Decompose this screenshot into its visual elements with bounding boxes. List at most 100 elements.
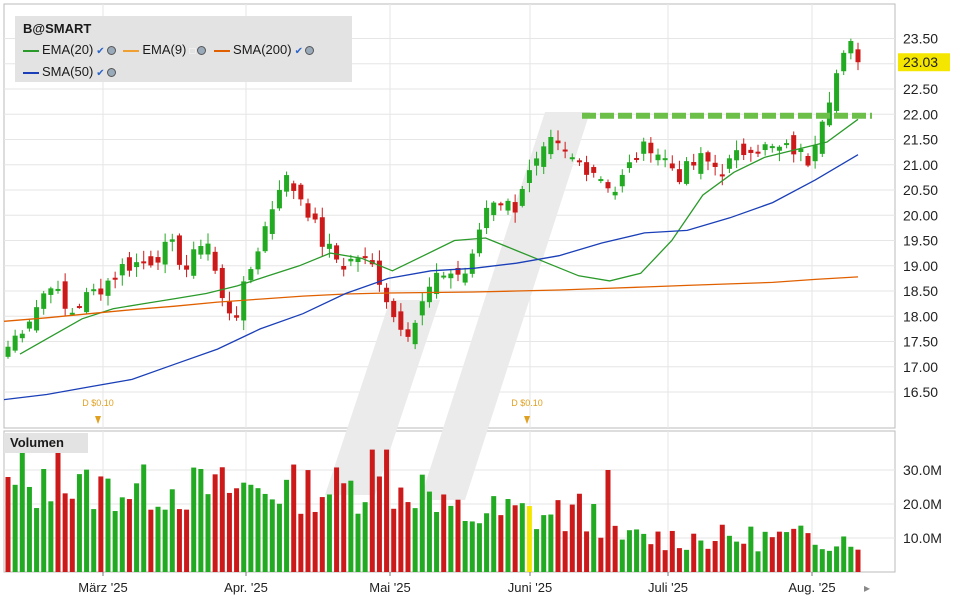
candle-body (419, 301, 425, 316)
volume-bar (234, 488, 240, 572)
scroll-handle-icon[interactable]: ▸ (864, 581, 870, 595)
candle-body (598, 179, 604, 182)
eye-icon[interactable] (304, 46, 314, 56)
volume-bar (526, 506, 532, 572)
candle-body (119, 264, 125, 276)
volume-bar (19, 449, 25, 572)
volume-bar (212, 474, 218, 572)
candle-body (805, 155, 811, 166)
candle-body (698, 153, 704, 174)
dividend-label: D $0.10 (82, 398, 114, 408)
volume-bar (355, 513, 361, 572)
y-tick-label: 17.00 (903, 359, 938, 375)
volume-bar (569, 504, 575, 572)
candle-body (26, 321, 32, 329)
y-tick-label: 20.00 (903, 207, 938, 223)
volume-bar (626, 530, 632, 572)
candle-body (326, 243, 332, 249)
candle-body (655, 154, 661, 161)
candle-body (226, 301, 232, 314)
candle-body (62, 281, 68, 309)
volume-bar (134, 483, 140, 572)
candle-body (634, 157, 640, 160)
candle-body (91, 289, 97, 292)
volume-bar (98, 476, 104, 572)
candle-body (676, 169, 682, 183)
volume-bar (505, 499, 511, 572)
candle-body (355, 258, 361, 263)
volume-bar (719, 524, 725, 572)
eye-icon[interactable] (106, 68, 116, 78)
volume-bar (469, 521, 475, 572)
legend-swatch-icon (23, 49, 39, 52)
volume-bar (176, 509, 182, 572)
x-tick-label: Juni '25 (508, 580, 552, 595)
candle-body (398, 311, 404, 330)
check-icon[interactable]: ✔ (96, 46, 105, 57)
candle-body (605, 182, 611, 189)
volume-bar (691, 533, 697, 572)
check-icon[interactable]: ✔ (96, 68, 105, 79)
candle-body (426, 286, 432, 303)
candle-body (648, 142, 654, 154)
ma-line-ema20 (19, 118, 859, 355)
legend-item-ema20[interactable]: EMA(20) ✔ (23, 42, 116, 57)
y-tick-label: 19.00 (903, 258, 938, 274)
candle-body (541, 146, 547, 167)
volume-tick-label: 10.0M (903, 530, 942, 546)
volume-bar (319, 497, 325, 572)
x-tick-label: Juli '25 (648, 580, 688, 595)
volume-bar (734, 541, 740, 572)
candle-body (148, 256, 154, 266)
candle-body (191, 249, 197, 276)
candle-body (169, 239, 175, 242)
eye-icon[interactable] (197, 46, 207, 56)
candle-body (198, 245, 204, 255)
volume-bar (555, 500, 561, 572)
y-tick-label: 23.50 (903, 31, 938, 47)
volume-bar (476, 523, 482, 572)
candle-body (448, 273, 454, 279)
volume-bar (298, 513, 304, 572)
candle-body (498, 203, 504, 206)
volume-bar (605, 470, 611, 572)
legend-swatch-icon (23, 71, 39, 74)
volume-bar (698, 540, 704, 572)
candle-body (284, 175, 290, 192)
candle-body (441, 275, 447, 278)
legend-item-ema9[interactable]: EMA(9) □ (123, 42, 207, 57)
volume-bar (784, 532, 790, 572)
check-icon[interactable]: ✔ (294, 46, 303, 57)
unchecked-icon[interactable]: □ (189, 46, 196, 57)
candle-body (641, 141, 647, 154)
candle-body (769, 146, 775, 149)
dividend-label: D $0.10 (511, 398, 543, 408)
volume-bar (326, 494, 332, 572)
volume-bar (562, 531, 568, 572)
x-tick-label: Aug. '25 (788, 580, 835, 595)
volume-bar (262, 493, 268, 572)
volume-bar (705, 548, 711, 572)
legend-item-sma50[interactable]: SMA(50) ✔ (23, 64, 116, 79)
candle-body (855, 49, 861, 63)
volume-bar (634, 529, 640, 572)
candle-body (269, 209, 275, 234)
volume-bar (448, 505, 454, 572)
volume-bar (798, 525, 804, 572)
volume-bar (755, 551, 761, 572)
candle-body (155, 257, 161, 263)
candle-body (41, 293, 47, 309)
volume-bar (619, 539, 625, 572)
candle-body (212, 251, 218, 271)
volume-bar (791, 528, 797, 572)
legend-item-sma200[interactable]: SMA(200) ✔ (214, 42, 314, 57)
candle-body (712, 162, 718, 167)
x-tick-label: Apr. '25 (224, 580, 268, 595)
volume-bar (598, 537, 604, 572)
volume-bar (826, 550, 832, 572)
candle-body (719, 174, 725, 177)
volume-bar (62, 493, 68, 572)
volume-bar (812, 544, 818, 572)
eye-icon[interactable] (106, 46, 116, 56)
